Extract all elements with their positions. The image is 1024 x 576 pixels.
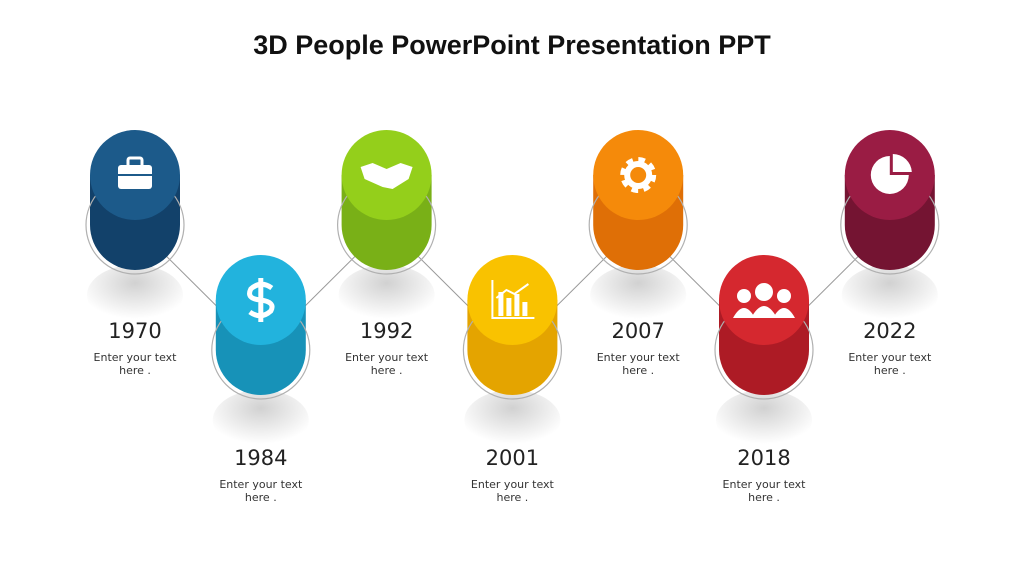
slide-title: 3D People PowerPoint Presentation PPT [253, 30, 771, 60]
year-label: 2001 [485, 446, 540, 470]
cylinder [714, 255, 814, 450]
description: Enter your text here . [722, 478, 806, 504]
shadow [212, 390, 309, 450]
year-label: 2022 [863, 319, 917, 343]
shadow [590, 265, 687, 325]
icon [514, 294, 520, 316]
cylinder [588, 130, 688, 325]
icon [522, 302, 528, 316]
shadow [716, 390, 812, 450]
icon [498, 292, 504, 316]
icon [773, 308, 795, 318]
description: Enter your text here . [848, 351, 932, 377]
description: Enter your text here . [345, 351, 429, 377]
cylinder [840, 130, 940, 325]
cylinder [337, 130, 437, 325]
cylinder [85, 130, 185, 325]
icon [733, 308, 755, 318]
year-label: 1984 [234, 446, 288, 470]
year-label: 2018 [737, 446, 791, 470]
description: Enter your text here . [470, 478, 554, 504]
icon [624, 161, 653, 189]
shadow [841, 265, 938, 325]
icon [495, 283, 529, 299]
shadow [338, 265, 435, 325]
cylinder-top [467, 255, 558, 345]
year-label: 1970 [108, 319, 162, 343]
shadow [464, 390, 561, 450]
icon [247, 278, 275, 322]
description: Enter your text here . [596, 351, 680, 377]
icon [892, 153, 912, 172]
icon [751, 306, 777, 318]
icon [360, 163, 413, 189]
cylinder [462, 255, 563, 450]
icon [126, 156, 144, 169]
icon [118, 165, 152, 189]
shadow [87, 265, 183, 325]
icon [870, 156, 909, 194]
icon [777, 289, 791, 303]
icon [737, 289, 751, 303]
year-label: 2007 [611, 319, 665, 343]
cylinder-top [593, 130, 684, 220]
icon [506, 298, 512, 316]
icon [755, 283, 773, 301]
cylinder [211, 255, 311, 450]
description: Enter your text here . [219, 478, 303, 504]
year-label: 1992 [359, 319, 414, 343]
description: Enter your text here . [93, 351, 177, 377]
icon [491, 280, 535, 319]
